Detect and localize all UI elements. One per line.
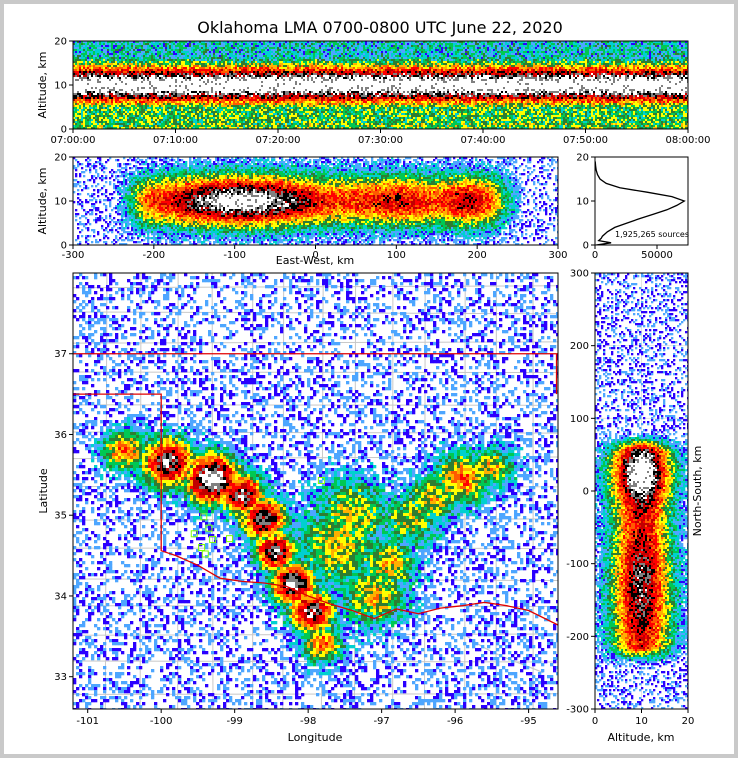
histogram-xtick: 0: [592, 250, 598, 261]
ew-xtick: 0: [312, 250, 318, 261]
ns-ytick: -300: [566, 705, 589, 716]
time-height-ytick: 10: [54, 81, 67, 92]
time-height-xtick: 07:00:00: [51, 135, 96, 146]
source-count-annotation: 1,925,265 sources: [615, 230, 689, 239]
plan-xtick: -95: [520, 716, 536, 727]
time-height-xtick: 07:30:00: [358, 135, 403, 146]
time-height-panel: 0 10 20 07:00:00 07:10:00 07:20:00 07:30:00 07:…: [36, 37, 710, 147]
station-marker: [209, 535, 217, 543]
lma-figure: Oklahoma LMA 0700-0800 UTC June 22, 2020…: [36, 18, 710, 745]
lma-stations: [190, 477, 325, 558]
state-borders: [73, 353, 558, 626]
plan-xtick: -99: [226, 716, 242, 727]
plan-view-panel: -101 -100 -99 -98 -97 -96 -95 33 34 35 36 37 Longit…: [37, 272, 559, 744]
ns-xtick: 0: [592, 716, 598, 727]
ew-ylabel: Altitude, km: [36, 167, 49, 234]
plan-xtick: -101: [76, 716, 99, 727]
ew-xtick: -200: [142, 250, 165, 261]
ns-ytick: 100: [570, 414, 589, 425]
ns-ytick: 300: [570, 269, 589, 280]
ns-ytick: -100: [566, 559, 589, 570]
ew-xtick: 200: [468, 250, 487, 261]
time-height-xtick: 07:20:00: [256, 135, 301, 146]
station-marker: [205, 524, 213, 532]
station-marker: [198, 544, 206, 552]
time-height-ytick: 20: [54, 37, 67, 48]
time-height-density: [73, 41, 688, 129]
ns-ylabel: North-South, km: [691, 446, 704, 537]
plan-ytick: 34: [54, 591, 67, 602]
ew-ytick: 0: [61, 241, 67, 252]
ew-xtick: -100: [223, 250, 246, 261]
ns-density: [595, 273, 688, 709]
histogram-ytick: 10: [576, 197, 589, 208]
ns-ytick: 200: [570, 341, 589, 352]
altitude-histogram-line: [595, 161, 686, 245]
ns-altitude-panel: 0 10 20 -300 -200 -100 0 100 200 300 Altitude, km…: [566, 269, 704, 745]
station-marker: [200, 513, 208, 521]
histogram-ytick: 0: [583, 241, 589, 252]
ew-xtick: 100: [387, 250, 406, 261]
figure-frame: Oklahoma LMA 0700-0800 UTC June 22, 2020…: [4, 4, 734, 754]
ns-xlabel: Altitude, km: [607, 731, 674, 744]
ew-xtick: 300: [548, 250, 567, 261]
ew-ytick: 10: [54, 197, 67, 208]
ew-ytick: 20: [54, 153, 67, 164]
histogram-xtick: 50000: [641, 250, 673, 261]
time-height-ylabel: Altitude, km: [36, 51, 49, 118]
ns-ytick: 0: [583, 487, 589, 498]
figure-title: Oklahoma LMA 0700-0800 UTC June 22, 2020: [197, 18, 563, 37]
plan-ytick: 33: [54, 672, 67, 683]
time-height-xtick: 08:00:00: [666, 135, 711, 146]
ns-ytick: -200: [566, 632, 589, 643]
plan-xlabel: Longitude: [288, 731, 343, 744]
time-height-xtick: 07:40:00: [461, 135, 506, 146]
station-marker: [226, 535, 234, 543]
histogram-ytick: 20: [576, 153, 589, 164]
plan-ytick: 37: [54, 349, 67, 360]
ew-xlabel: East-West, km: [276, 254, 354, 267]
time-height-xtick: 07:50:00: [563, 135, 608, 146]
altitude-histogram-panel: 0 50000 0 10 20 1,925,265 sources: [576, 153, 689, 262]
ns-xtick: 10: [635, 716, 648, 727]
plan-xtick: -96: [447, 716, 463, 727]
time-height-ytick: 0: [61, 125, 67, 136]
plan-ylabel: Latitude: [37, 468, 50, 514]
ew-altitude-panel: -300 -200 -100 0 100 200 300 0 10 20 East-West, k…: [36, 153, 568, 268]
ew-xtick: -300: [62, 250, 85, 261]
plan-ytick: 36: [54, 430, 67, 441]
ns-xtick: 20: [682, 716, 695, 727]
plan-density: [73, 273, 558, 709]
ew-density: [73, 157, 558, 245]
plan-ytick: 35: [54, 511, 67, 522]
plan-xtick: -97: [373, 716, 389, 727]
station-marker: [317, 477, 325, 485]
plan-xtick: -100: [150, 716, 173, 727]
time-height-xtick: 07:10:00: [153, 135, 198, 146]
station-marker: [201, 550, 209, 558]
plan-xtick: -98: [300, 716, 316, 727]
station-marker: [190, 530, 198, 538]
